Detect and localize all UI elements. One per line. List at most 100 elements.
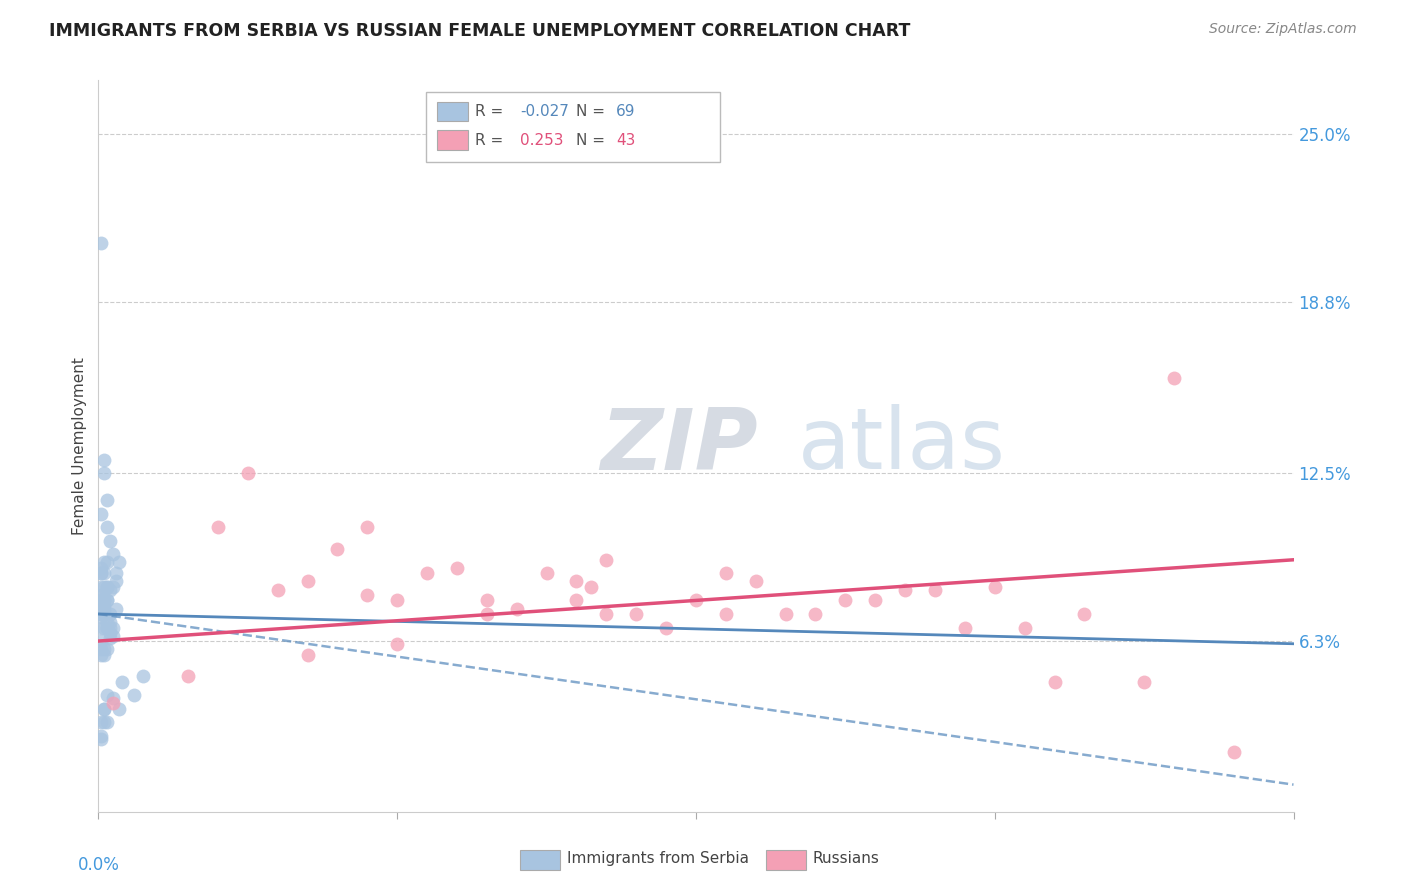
Point: [103, 620, 125, 634]
Point: [124, 688, 146, 702]
Point: [105, 601, 128, 615]
Text: 0.253: 0.253: [520, 133, 564, 147]
Point: [108, 702, 131, 716]
Point: [297, 648, 319, 662]
Point: [90, 566, 112, 581]
Point: [90, 620, 112, 634]
Point: [326, 541, 349, 556]
Point: [105, 566, 128, 581]
Point: [595, 607, 617, 621]
Point: [714, 607, 737, 621]
Point: [98, 533, 122, 548]
Point: [103, 690, 125, 705]
Point: [93, 466, 115, 480]
Text: ZIP: ZIP: [600, 404, 758, 488]
Point: [93, 580, 115, 594]
Point: [93, 642, 115, 657]
Point: [93, 556, 115, 570]
Point: [446, 561, 468, 575]
Point: [207, 520, 229, 534]
Point: [1014, 620, 1036, 634]
Point: [565, 593, 588, 607]
Point: [90, 731, 112, 746]
Point: [626, 607, 648, 621]
Point: [98, 607, 122, 621]
Point: [775, 607, 797, 621]
Point: [595, 553, 617, 567]
Point: [96, 580, 118, 594]
Point: [98, 582, 122, 597]
Point: [565, 574, 588, 589]
Point: [90, 580, 112, 594]
Text: IMMIGRANTS FROM SERBIA VS RUSSIAN FEMALE UNEMPLOYMENT CORRELATION CHART: IMMIGRANTS FROM SERBIA VS RUSSIAN FEMALE…: [49, 22, 911, 40]
Point: [93, 601, 115, 615]
Point: [953, 620, 976, 634]
Point: [90, 642, 112, 657]
Point: [90, 648, 112, 662]
Text: Immigrants from Serbia: Immigrants from Serbia: [567, 851, 748, 865]
Point: [894, 582, 917, 597]
Point: [90, 634, 112, 648]
Point: [385, 637, 409, 651]
Point: [90, 588, 112, 602]
Point: [1223, 745, 1246, 759]
Point: [714, 566, 737, 581]
Y-axis label: Female Unemployment: Female Unemployment: [72, 357, 87, 535]
Point: [96, 593, 118, 607]
Point: [297, 574, 319, 589]
Point: [506, 601, 529, 615]
Point: [1043, 674, 1066, 689]
Point: [267, 582, 290, 597]
Point: [96, 642, 118, 657]
Point: [984, 580, 1007, 594]
Text: 69: 69: [616, 104, 636, 120]
Point: [93, 620, 115, 634]
Point: [98, 626, 122, 640]
Point: [924, 582, 946, 597]
Point: [96, 615, 118, 629]
Point: [93, 702, 115, 716]
Point: [96, 688, 118, 702]
Point: [385, 593, 409, 607]
Point: [1133, 674, 1156, 689]
Point: [111, 674, 134, 689]
Text: R =: R =: [475, 133, 509, 147]
Point: [655, 620, 678, 634]
Point: [98, 615, 122, 629]
Point: [96, 493, 118, 508]
Point: [90, 566, 112, 581]
Point: [93, 715, 115, 730]
Point: [416, 566, 439, 581]
Point: [475, 593, 498, 607]
Text: atlas: atlas: [797, 404, 1005, 488]
Text: 43: 43: [616, 133, 636, 147]
Text: -0.027: -0.027: [520, 104, 569, 120]
Point: [93, 607, 115, 621]
Text: Russians: Russians: [813, 851, 880, 865]
Point: [356, 588, 378, 602]
Point: [93, 599, 115, 613]
Point: [96, 580, 118, 594]
Point: [90, 715, 112, 730]
Point: [96, 593, 118, 607]
Point: [90, 729, 112, 743]
Text: 0.0%: 0.0%: [77, 855, 120, 873]
Point: [90, 235, 112, 250]
Point: [1163, 371, 1185, 385]
Point: [108, 556, 131, 570]
Text: N =: N =: [576, 104, 610, 120]
Point: [96, 520, 118, 534]
Point: [103, 629, 125, 643]
Point: [236, 466, 259, 480]
Point: [1073, 607, 1095, 621]
Point: [177, 669, 200, 683]
Point: [685, 593, 707, 607]
Point: [93, 702, 115, 716]
Point: [93, 593, 115, 607]
Point: [98, 620, 122, 634]
Point: [865, 593, 887, 607]
Point: [90, 607, 112, 621]
Point: [103, 547, 125, 561]
Point: [105, 574, 128, 589]
Point: [581, 580, 603, 594]
